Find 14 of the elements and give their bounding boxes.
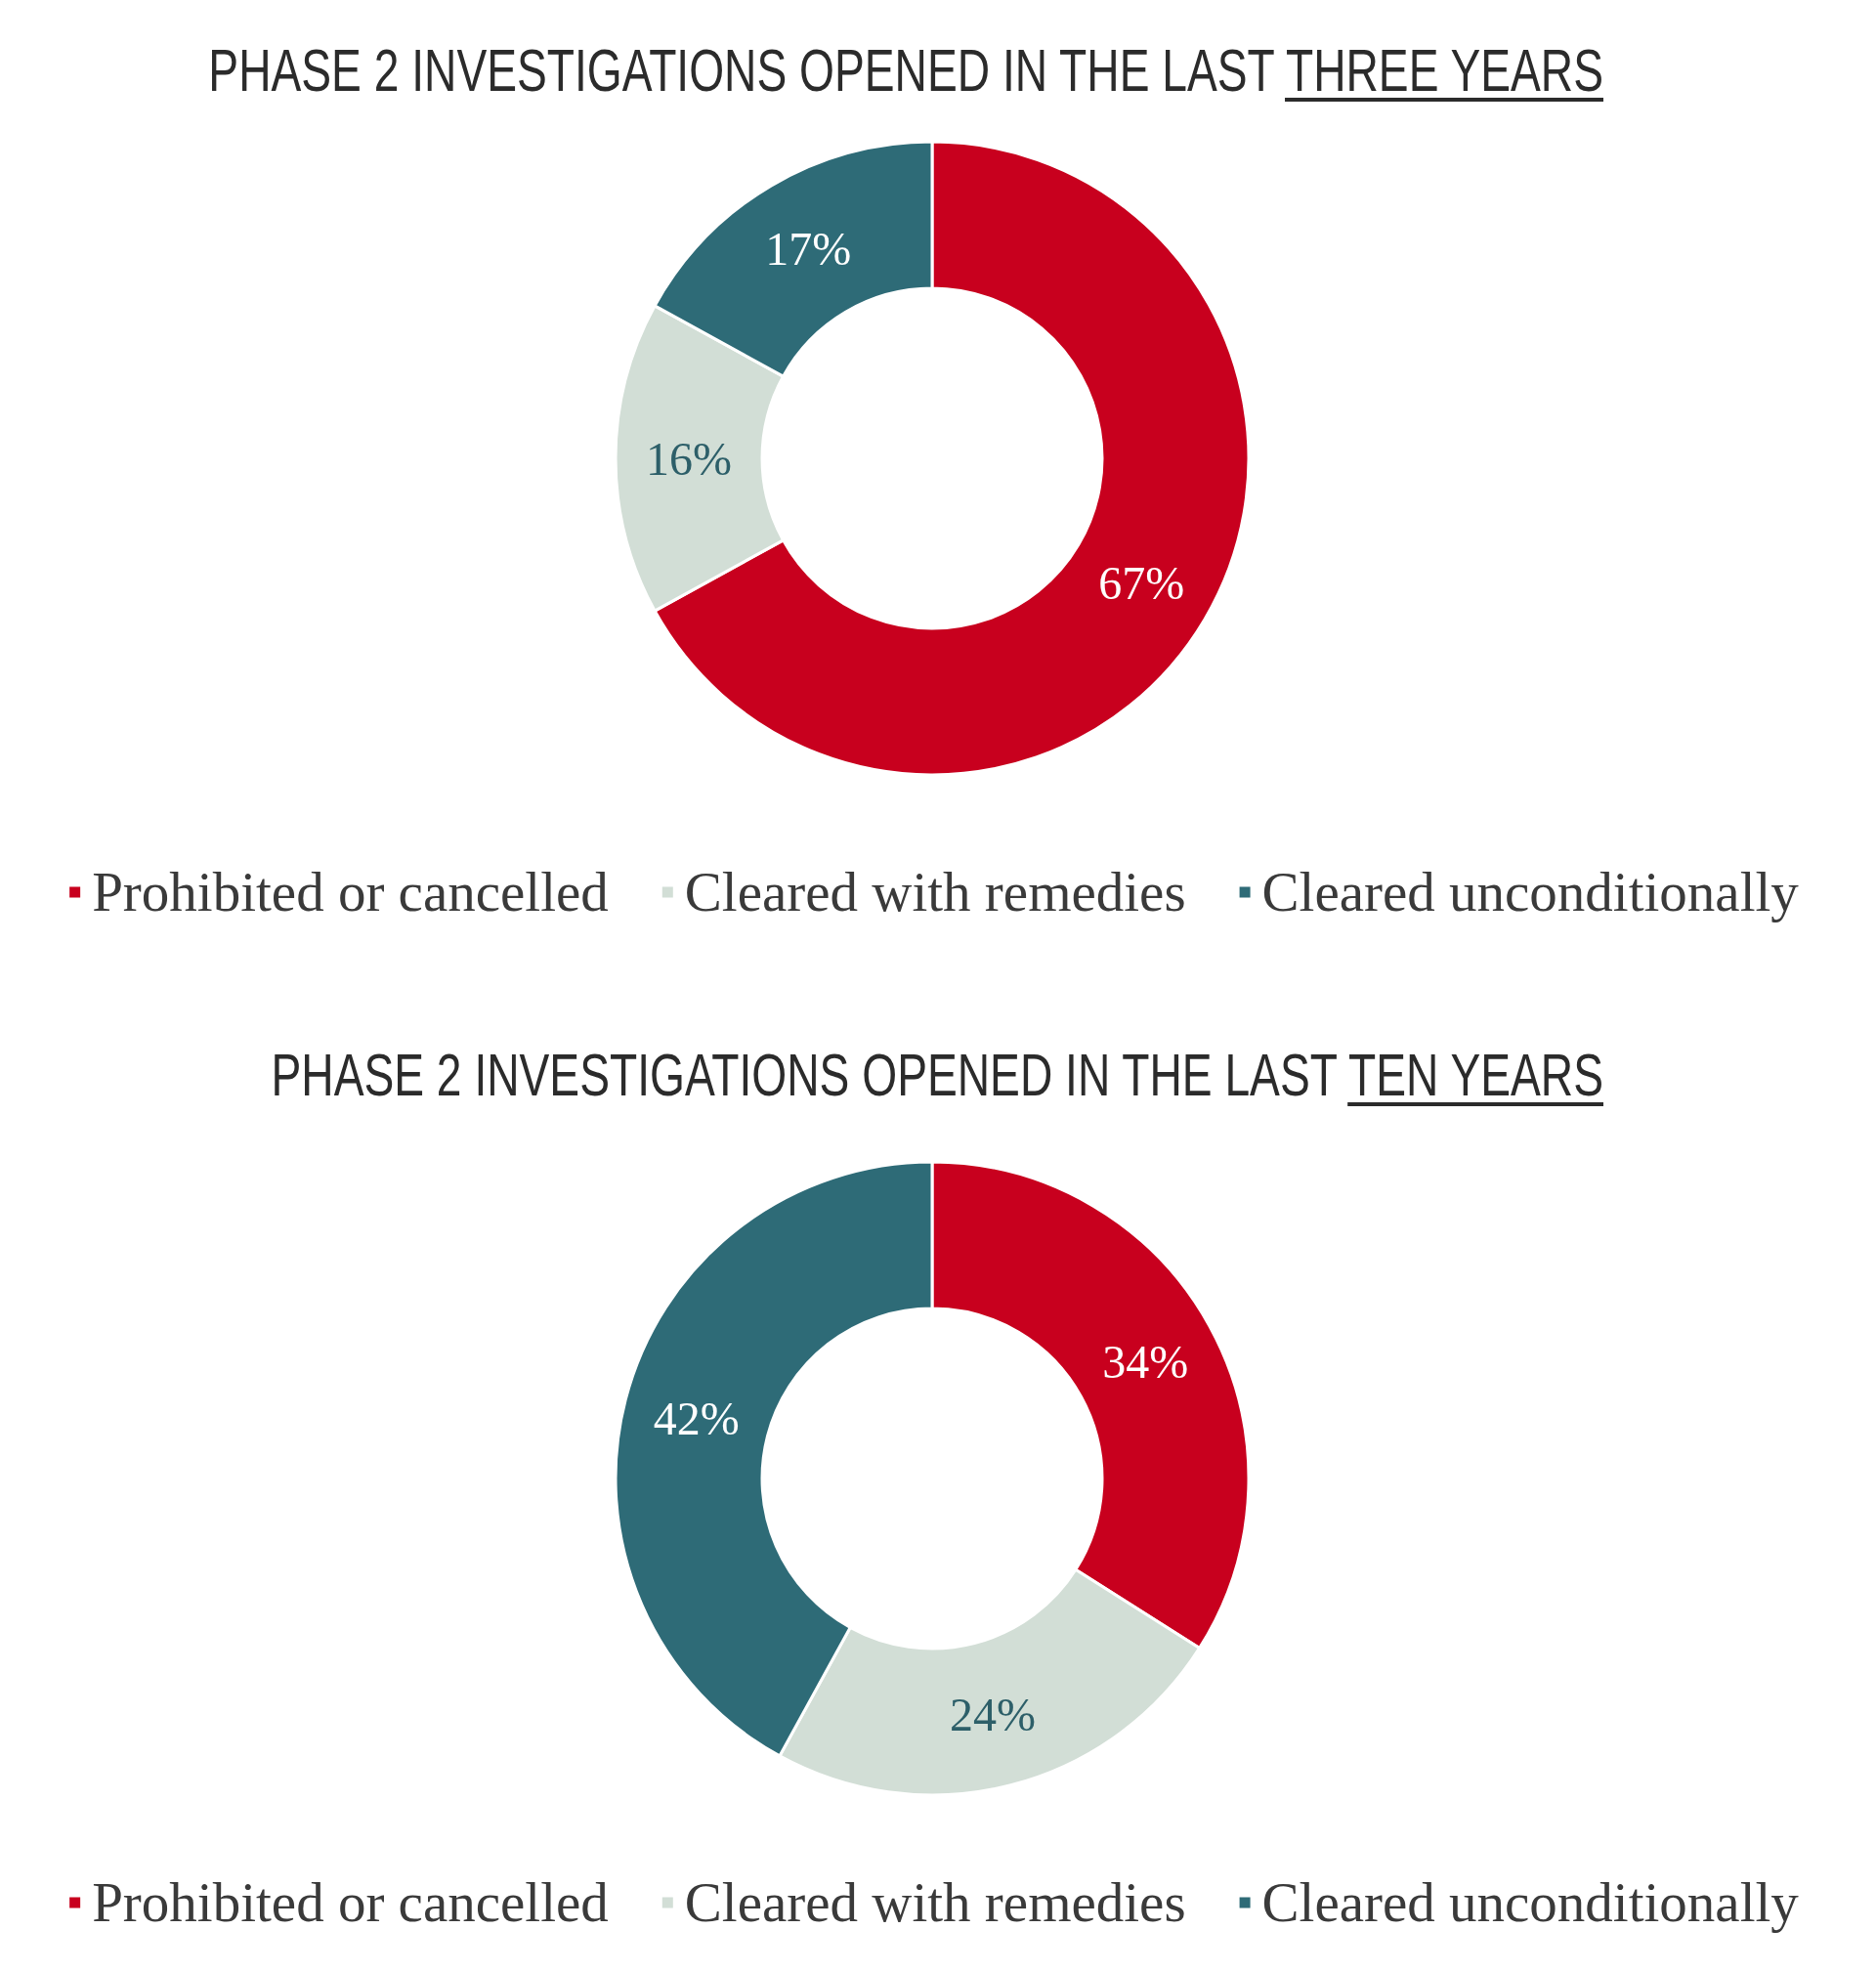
legend-label: Cleared with remedies — [684, 1870, 1186, 1933]
data-label: 16% — [646, 432, 732, 485]
data-label: 24% — [949, 1688, 1036, 1740]
data-label: 42% — [653, 1392, 740, 1444]
legend-label: Prohibited or cancelled — [92, 1870, 609, 1933]
legend-label: Cleared unconditionally — [1261, 860, 1800, 922]
data-label: 67% — [1098, 556, 1185, 609]
data-label: 34% — [1102, 1335, 1189, 1388]
data-label: 17% — [765, 223, 852, 276]
chart-title: PHASE 2 INVESTIGATIONS OPENED IN THE LAST TEN YEARS — [271, 1041, 1603, 1109]
legend-label: Cleared unconditionally — [1261, 1870, 1800, 1933]
legend-label: Cleared with remedies — [684, 860, 1186, 922]
legend-label: Prohibited or cancelled — [92, 860, 609, 922]
chart-title: PHASE 2 INVESTIGATIONS OPENED IN THE LAST THREE YEARS — [208, 36, 1603, 105]
